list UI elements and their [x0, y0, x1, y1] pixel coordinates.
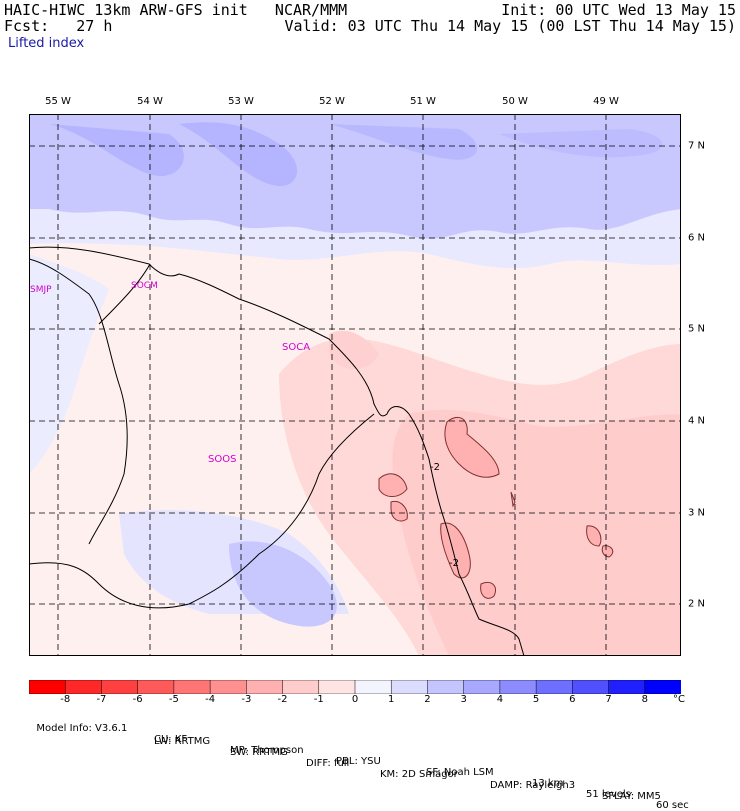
stable-streak-4	[499, 129, 663, 158]
sw-scheme: SW: RRTMG	[230, 747, 288, 758]
lon-label: 50 W	[502, 96, 528, 107]
border-southeast	[29, 413, 375, 609]
damp-option: DAMP: Rayleigh3	[490, 780, 576, 791]
colorbar-swatch	[463, 680, 501, 694]
li-contour-minus2	[480, 581, 496, 599]
lat-label: 2 N	[688, 598, 706, 610]
station-label-soos: SOOS	[208, 454, 236, 465]
valid-time: Valid: 03 UTC Thu 14 May 15 (00 LST Thu …	[284, 17, 736, 35]
colorbar-swatch	[64, 680, 103, 694]
lat-label: 6 N	[688, 232, 706, 244]
km-option: KM: 2D Smagor	[380, 769, 458, 780]
lon-label: 55 W	[45, 96, 71, 107]
colorbar-swatch	[427, 680, 465, 694]
colorbar-swatch	[246, 680, 284, 694]
coastline-borders	[29, 246, 525, 656]
contour-label: -2	[449, 558, 459, 569]
coastline	[29, 246, 525, 656]
colorbar-tick-label: 8	[641, 694, 648, 705]
colorbar-tick-label: 6	[569, 694, 576, 705]
lon-label: 53 W	[228, 96, 254, 107]
colorbar-swatch	[29, 680, 66, 694]
lat-label: 4 N	[688, 415, 706, 427]
li-contour-minus2	[378, 473, 408, 497]
colorbar-tick-label: -6	[132, 694, 143, 705]
sflay-option: SFLAY: MM5	[602, 791, 661, 802]
colorbar-tick-label: 7	[605, 694, 612, 705]
li-contour-minus2	[390, 500, 408, 522]
footer-model-info: Model Info: V3.6.1 CU: KF MP: Thompson P…	[30, 712, 688, 811]
lon-label: 54 W	[137, 96, 163, 107]
model-version: Model Info: V3.6.1	[36, 723, 128, 734]
station-label-smjp: SMJP	[30, 285, 52, 295]
lon-label: 52 W	[319, 96, 345, 107]
lat-lon-grid	[29, 114, 681, 656]
li-contour-minus2	[444, 416, 500, 478]
stable-region-west	[29, 254, 109, 474]
stable-streak-3	[329, 124, 478, 160]
colorbar-tick-label: 1	[388, 694, 395, 705]
colorbar-tick-label: 5	[532, 694, 540, 705]
border-suriname-guiana	[98, 263, 151, 325]
colorbar	[29, 680, 681, 694]
unstable-pocket-north	[329, 330, 379, 369]
colorbar-swatch	[390, 680, 429, 694]
colorbar-swatch	[209, 680, 248, 694]
colorbar-swatch	[282, 680, 320, 694]
footer-physics: LW: RRTMG SW: RRTMG DIFF: full KM: 2D Sm…	[30, 725, 661, 802]
station-label-socm: SOCM	[131, 281, 158, 291]
colorbar-swatch	[173, 680, 211, 694]
lat-label: 3 N	[688, 507, 706, 519]
colorbar-swatch	[535, 680, 574, 694]
colorbar-swatch	[644, 680, 681, 694]
stable-region-north-core	[29, 114, 681, 239]
lon-label: 51 W	[410, 96, 436, 107]
field-name: Lifted index	[8, 36, 85, 51]
stable-blob-south	[229, 541, 337, 627]
colorbar-tick-label: -7	[96, 694, 107, 705]
stable-streak-2	[179, 122, 298, 186]
colorbar-tick-label: -4	[205, 694, 216, 705]
colorbar-tick-label: -1	[313, 694, 324, 705]
colorbar-tick-label: 0	[351, 694, 359, 705]
lifted-index-map: -2 -2 SMJP SOCM SOCA SOOS	[29, 114, 681, 656]
lat-label: 7 N	[688, 140, 706, 152]
colorbar-swatch	[137, 680, 175, 694]
colorbar-tick-label: °C	[673, 694, 685, 705]
colorbar-swatch	[499, 680, 537, 694]
colorbar-swatch	[572, 680, 610, 694]
colorbar-tick-label: 4	[496, 694, 504, 705]
unstable-region-core	[392, 409, 681, 656]
li-contour-minus2	[601, 545, 614, 558]
colorbar-swatch	[354, 680, 392, 694]
colorbar-tick-label: -8	[60, 694, 71, 705]
forecast-hour: Fcst: 27 h	[4, 17, 113, 35]
colorbar-tick-label: -2	[277, 694, 288, 705]
colorbar-swatch	[318, 680, 356, 694]
li-contour-minus2	[586, 525, 602, 547]
border-guyana-suriname	[29, 258, 128, 545]
lw-scheme: LW: RRTMG	[154, 736, 211, 747]
model-title: HAIC-HIWC 13km ARW-GFS init NCAR/MMM	[4, 1, 348, 19]
colorbar-tick-label: -3	[241, 694, 252, 705]
li-contour-minus2	[440, 522, 471, 579]
colorbar-swatch	[608, 680, 646, 694]
colorbar-tick-label: 2	[424, 694, 431, 705]
lon-label: 49 W	[593, 96, 619, 107]
colorbar-tick-label: -5	[168, 694, 179, 705]
station-label-soca: SOCA	[282, 342, 310, 353]
lat-label: 5 N	[688, 323, 706, 335]
diff-option: DIFF: full	[306, 758, 350, 769]
colorbar-swatch	[101, 680, 139, 694]
init-time: Init: 00 UTC Wed 13 May 15	[501, 1, 736, 19]
contour-label: -2	[430, 462, 440, 473]
li-contour-minus2	[510, 491, 516, 508]
colorbar-tick-label: 3	[460, 694, 467, 705]
